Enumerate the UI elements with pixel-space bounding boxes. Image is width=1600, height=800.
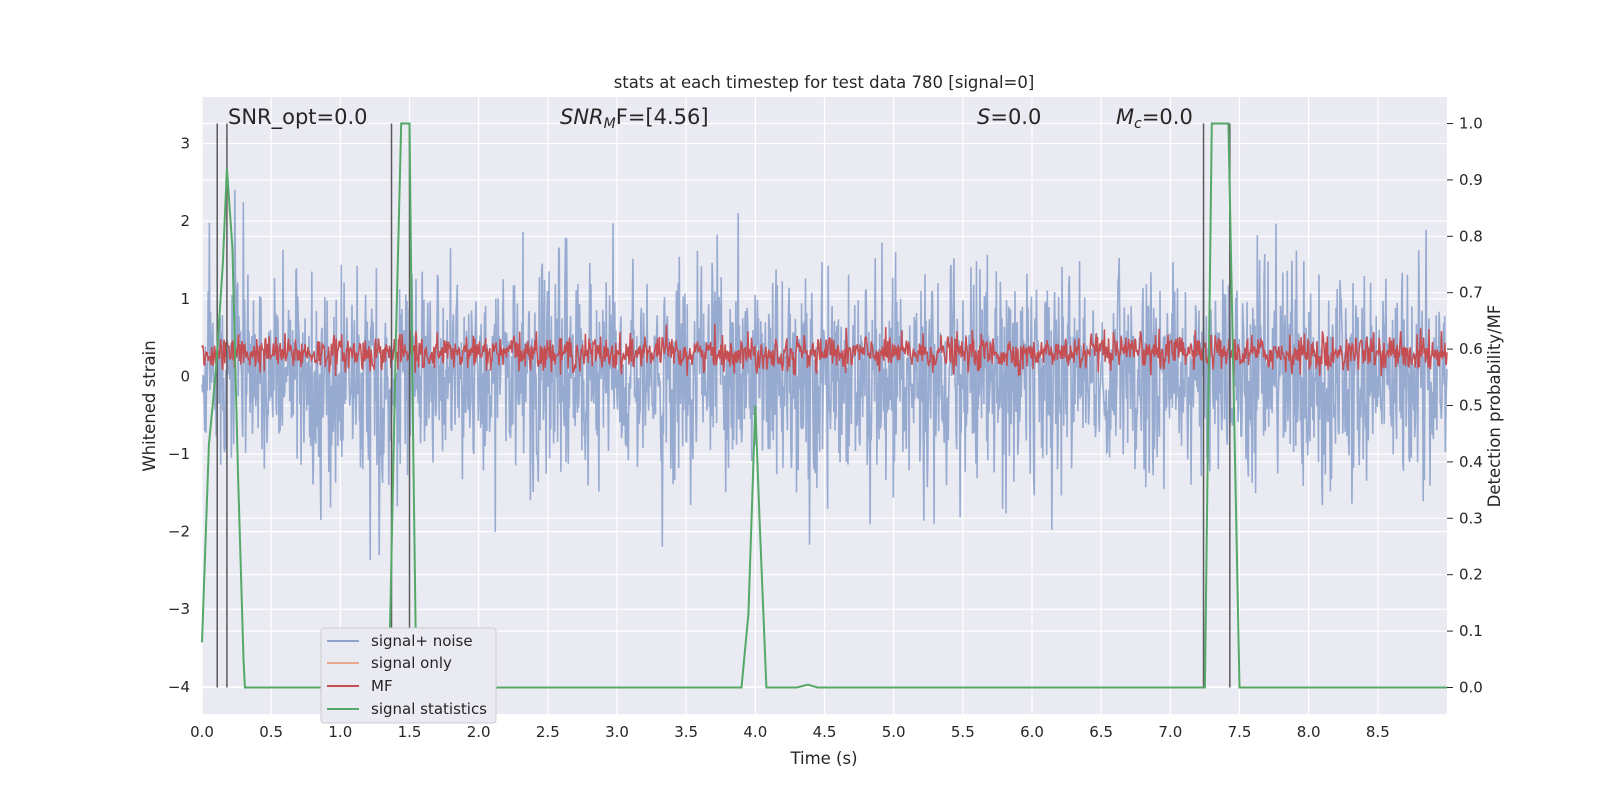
y-tick-label: 3 <box>180 135 190 153</box>
y-right-tick-label: 0.4 <box>1459 453 1483 471</box>
annotation-mc-suffix: =0.0 <box>1142 105 1193 129</box>
legend-label-signal-only: signal only <box>371 654 452 672</box>
annotation-s-main: S <box>977 105 990 129</box>
annotation-mc-main: M <box>1116 105 1134 129</box>
y-tick-label: 1 <box>180 290 190 308</box>
annotation-s: S=0.0 <box>977 105 1041 129</box>
chart-title: stats at each timestep for test data 780… <box>614 73 1035 92</box>
x-tick-label: 6.5 <box>1089 723 1113 741</box>
x-axis-label: Time (s) <box>789 749 857 768</box>
x-tick-label: 6.0 <box>1020 723 1044 741</box>
x-tick-label: 2.0 <box>467 723 491 741</box>
annotation-snr-opt: SNR_opt=0.0 <box>228 105 368 130</box>
legend-label-signal-statistics: signal statistics <box>371 700 487 718</box>
x-tick-label: 0.5 <box>259 723 283 741</box>
y-axis-right-label: Detection probability/MF <box>1485 305 1504 508</box>
legend-box <box>320 627 497 724</box>
series-signal-statistics <box>201 122 1447 689</box>
x-tick-label: 0.0 <box>190 723 214 741</box>
x-tick-label: 3.0 <box>605 723 629 741</box>
y-right-tick-label: 0.7 <box>1459 284 1483 302</box>
y-right-tick-label: 0.2 <box>1459 566 1483 584</box>
legend-label-signal-noise: signal+ noise <box>371 632 473 650</box>
x-tick-label: 8.0 <box>1297 723 1321 741</box>
x-tick-label: 4.0 <box>743 723 767 741</box>
y-tick-label: −3 <box>168 600 190 618</box>
annotation-mc: Mc=0.0 <box>1116 105 1193 132</box>
x-tick-label: 1.5 <box>398 723 422 741</box>
y-right-tick-label: 0.6 <box>1459 340 1483 358</box>
y-right-tick-label: 0.3 <box>1459 509 1483 527</box>
x-tick-label: 1.0 <box>328 723 352 741</box>
legend: signal+ noise signal only MF signal stat… <box>320 627 497 724</box>
x-tick-label: 5.5 <box>951 723 975 741</box>
annotation-snr-mf-suffix: F=[4.56] <box>616 105 709 129</box>
x-tick-label: 7.0 <box>1158 723 1182 741</box>
x-tick-label: 3.5 <box>674 723 698 741</box>
x-tick-label: 5.0 <box>882 723 906 741</box>
y-tick-label: −2 <box>168 523 190 541</box>
y-right-tick-label: 1.0 <box>1459 115 1483 133</box>
x-tick-label: 8.5 <box>1366 723 1390 741</box>
x-tick-label: 2.5 <box>536 723 560 741</box>
y-right-tick-label: 0.0 <box>1459 678 1483 696</box>
y-tick-label: −1 <box>168 445 190 463</box>
annotation-snr-mf: SNRMF=[4.56] <box>560 105 709 132</box>
line-signal-statistics <box>201 122 1447 689</box>
y-right-tick-label: 0.1 <box>1459 622 1483 640</box>
annotation-snr-mf-sub: M <box>604 116 616 132</box>
y-right-tick-label: 0.9 <box>1459 171 1483 189</box>
y-tick-label: −4 <box>168 678 190 696</box>
legend-label-mf: MF <box>371 677 393 695</box>
annotation-mc-sub: c <box>1134 116 1142 132</box>
x-tick-label: 7.5 <box>1228 723 1252 741</box>
y-tick-label: 2 <box>180 212 190 230</box>
y-tick-label: 0 <box>180 367 190 385</box>
axis-ticks: 0.0 0.5 1.0 1.5 2.0 2.5 3.0 3.5 4.0 4.5 5.0 5.5 6.0 6… <box>168 115 1483 741</box>
y-right-tick-label: 0.5 <box>1459 397 1483 415</box>
annotation-snr-mf-main: SNR <box>560 105 604 129</box>
annotation-s-suffix: =0.0 <box>990 105 1041 129</box>
y-axis-label: Whitened strain <box>140 340 159 471</box>
x-tick-label: 4.5 <box>813 723 837 741</box>
y-right-tick-label: 0.8 <box>1459 227 1483 245</box>
